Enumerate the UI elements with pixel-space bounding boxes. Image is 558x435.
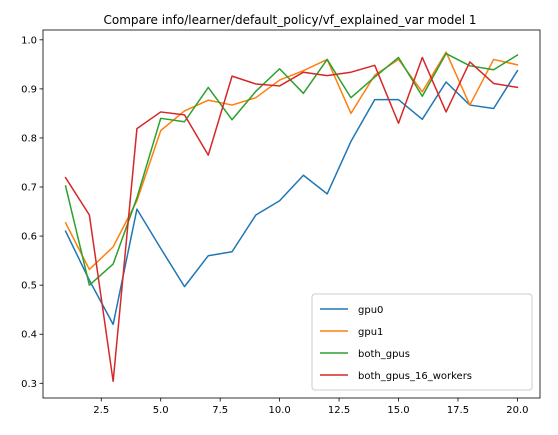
legend-label: gpu0 — [358, 305, 383, 316]
series-line-gpu1 — [64, 51, 519, 271]
legend-box — [311, 293, 533, 391]
legend: gpu0 gpu1 both_gpus both_gpus_16_workers — [311, 293, 533, 391]
x-tick-label: 2.5 — [93, 405, 109, 416]
legend-label: both_gpus_16_workers — [358, 371, 472, 382]
y-tick-label: 0.3 — [21, 379, 37, 390]
x-tick-label: 17.5 — [447, 405, 469, 416]
y-tick-label: 0.8 — [21, 133, 37, 144]
x-tick-label: 12.5 — [328, 405, 350, 416]
y-tick-label: 0.4 — [21, 330, 37, 341]
y-tick-label: 0.6 — [21, 232, 37, 243]
y-tick-label: 0.9 — [21, 84, 37, 95]
series-line-gpu0 — [64, 69, 519, 326]
x-tick-label: 7.5 — [212, 405, 228, 416]
y-tick-label: 1.0 — [21, 35, 37, 46]
x-axis: 2.5 5.0 7.5 10.0 12.5 15.0 17.5 20.0 — [93, 398, 529, 416]
x-tick-label: 20.0 — [506, 405, 528, 416]
legend-label: gpu1 — [358, 327, 383, 338]
y-tick-label: 0.7 — [21, 183, 37, 194]
chart-title: Compare info/learner/default_policy/vf_e… — [103, 13, 476, 27]
series-line-both-gpus — [64, 52, 519, 286]
x-tick-label: 5.0 — [153, 405, 169, 416]
x-tick-label: 10.0 — [268, 405, 290, 416]
y-axis: 0.3 0.4 0.5 0.6 0.7 0.8 0.9 1.0 — [21, 35, 43, 390]
x-tick-label: 15.0 — [387, 405, 409, 416]
series-lines — [64, 51, 519, 383]
y-tick-label: 0.5 — [21, 281, 37, 292]
series-line-both-gpus-16-workers — [64, 56, 519, 383]
legend-label: both_gpus — [358, 349, 410, 360]
